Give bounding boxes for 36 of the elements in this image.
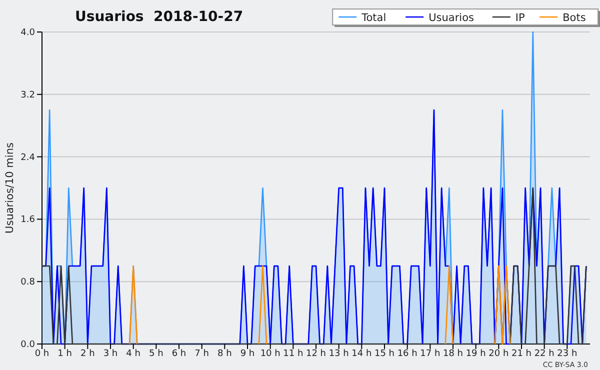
x-tick-label: 23 h <box>557 349 578 359</box>
x-tick-label: 0 h <box>34 349 50 359</box>
x-tick-label: 11 h <box>283 349 304 359</box>
x-tick-label: 3 h <box>103 349 118 359</box>
chart-title: Usuarios 2018-10-27 <box>75 9 244 25</box>
x-tick-label: 4 h <box>126 349 140 359</box>
x-tick-label: 13 h <box>328 349 349 359</box>
x-tick-label: 15 h <box>374 349 395 359</box>
y-tick-label: 0.8 <box>20 278 36 288</box>
x-tick-label: 17 h <box>420 349 440 359</box>
legend-label: IP <box>515 12 525 24</box>
y-tick-label: 1.6 <box>20 215 36 226</box>
legend-label: Bots <box>562 12 586 24</box>
x-tick-label: 19 h <box>466 349 486 359</box>
x-tick-label: 18 h <box>442 349 464 359</box>
x-tick-label: 8 h <box>218 349 232 359</box>
x-tick-label: 12 h <box>306 349 326 359</box>
x-tick-label: 2 h <box>80 349 95 359</box>
x-tick-label: 20 h <box>488 349 509 359</box>
x-tick-label: 21 h <box>511 349 532 359</box>
x-tick-label: 7 h <box>194 349 209 359</box>
x-tick-label: 9 h <box>240 349 255 359</box>
y-tick-label: 2.4 <box>20 152 36 163</box>
legend-label: Total <box>360 12 386 24</box>
legend-label: Usuarios <box>428 12 474 24</box>
x-tick-label: 16 h <box>397 349 418 359</box>
y-tick-label: 3.2 <box>20 90 35 100</box>
y-tick-label: 4.0 <box>20 28 36 38</box>
y-tick-label: 0.0 <box>20 340 36 350</box>
y-axis-title: Usuarios/10 mins <box>4 142 16 234</box>
x-tick-label: 5 h <box>149 349 164 359</box>
x-tick-label: 14 h <box>352 349 372 359</box>
x-tick-label: 10 h <box>260 349 280 359</box>
x-tick-label: 1 h <box>58 349 72 359</box>
x-tick-label: 22 h <box>534 349 554 359</box>
x-tick-label: 6 h <box>172 349 186 359</box>
